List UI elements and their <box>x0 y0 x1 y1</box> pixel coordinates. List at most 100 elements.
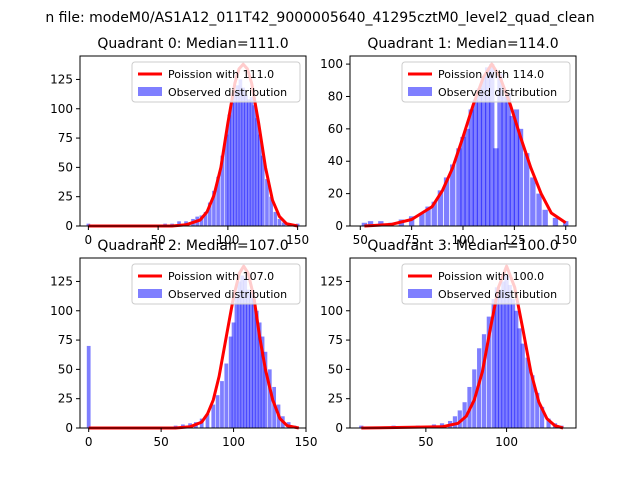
quadrant-3-legend-bar-swatch <box>408 289 432 298</box>
quadrant-3-hist-bar <box>494 287 499 428</box>
quadrant-3-hist-bar <box>510 299 516 428</box>
quadrant-2-legend: Poission with 107.0 Observed distribution <box>131 263 301 305</box>
quadrant-0-hist-bar <box>260 155 265 226</box>
quadrant-1-hist-bar <box>472 99 478 226</box>
quadrant-0-hist-bar <box>216 176 220 226</box>
quadrant-1-hist-bar <box>437 190 444 226</box>
quadrant-3-panel: Quadrant 3: Median=100.0 50 100 0 25 50 75 100 1… <box>320 238 577 449</box>
quadrant-2-legend-poisson-label: Poission with 107.0 <box>168 270 274 283</box>
quadrant-0-hist-bar <box>177 221 181 226</box>
quadrant-1-hist-bar <box>460 136 466 226</box>
quadrant-2-hist-bar <box>246 289 250 428</box>
quadrant-1-hist-bar <box>464 128 470 226</box>
quadrant-0-hist-bar <box>233 91 237 226</box>
quadrant-1-hist-bar <box>517 128 524 226</box>
quadrant-3-hist-bar <box>501 281 506 428</box>
quadrant-2-ytick-label: 100 <box>50 304 73 318</box>
quadrant-0-hist-bar <box>244 94 248 226</box>
quadrant-1-hist-bar <box>493 148 499 226</box>
quadrant-3-legend: Poission with 100.0 Observed distribution <box>401 263 571 305</box>
quadrant-0-ytick-label: 25 <box>58 190 73 204</box>
quadrant-3-xtick-label: 100 <box>495 435 518 449</box>
quadrant-0-ytick-label: 125 <box>50 72 73 86</box>
quadrant-3-hist-bar <box>486 316 491 428</box>
quadrant-0-ytick-label: 75 <box>58 131 73 145</box>
quadrant-3-hist-bar <box>491 299 496 428</box>
quadrant-3-legend-observed-label: Observed distribution <box>438 288 557 301</box>
quadrant-1-ytick-label: 0 <box>335 219 343 233</box>
quadrant-2-hist-bar <box>205 413 210 428</box>
quadrant-1-legend-observed-label: Observed distribution <box>438 86 557 99</box>
quadrant-3-hist-bar <box>507 284 512 428</box>
quadrant-1-ytick-label: 80 <box>328 89 343 103</box>
quadrant-3-ytick-label: 100 <box>320 304 343 318</box>
quadrant-2-legend-observed-label: Observed distribution <box>168 288 287 301</box>
quadrant-0-ytick-label: 50 <box>58 160 73 174</box>
quadrant-0-xtick-label: 150 <box>286 233 309 247</box>
quadrant-1-hist-bar <box>497 73 503 226</box>
quadrant-2-hist-bar <box>254 310 259 428</box>
quadrant-1-title: Quadrant 1: Median=114.0 <box>367 36 558 52</box>
quadrant-2-hist-bar <box>257 322 262 428</box>
quadrant-3-hist-bar <box>530 375 535 428</box>
quadrant-2-axes-frame <box>79 257 307 429</box>
quadrant-0-hist-bar <box>235 85 240 226</box>
quadrant-2-ytick-label: 75 <box>58 333 73 347</box>
quadrant-3-axes-frame <box>349 257 577 429</box>
quadrant-2-ytick-label: 25 <box>58 392 73 406</box>
quadrant-0-hist-bar <box>269 196 273 226</box>
quadrant-1-hist-bar <box>480 77 487 226</box>
quadrant-3-hist-bar <box>457 410 462 428</box>
quadrant-0-hist-bar <box>255 118 259 226</box>
quadrant-1-hist-bar <box>367 221 374 226</box>
quadrant-2-hist-bar <box>228 336 233 428</box>
quadrant-3-ytick-label: 125 <box>320 274 343 288</box>
quadrant-0-hist-bar <box>277 218 282 226</box>
quadrant-3-legend-poisson-label: Poission with 100.0 <box>438 270 544 283</box>
quadrant-0-axes-frame <box>79 55 307 227</box>
figure-suptitle: n file: modeM0/AS1A12_011T42_9000005640_… <box>45 10 594 26</box>
quadrant-2-hist-bar <box>249 293 253 428</box>
quadrant-2-hist-bar <box>260 336 265 428</box>
quadrant-1-xtick-label: 125 <box>503 233 526 247</box>
quadrant-1-hist-bar <box>505 93 511 226</box>
quadrant-0-hist-bar <box>238 79 243 226</box>
quadrant-1-hist-bar <box>501 96 507 226</box>
quadrant-1-legend-poisson-label: Poission with 114.0 <box>438 68 544 81</box>
quadrant-1-hist-bar <box>552 217 559 226</box>
quadrant-1-legend-bar-swatch <box>408 87 432 96</box>
quadrant-1-hist-bar <box>419 213 425 226</box>
quadrant-2-xtick-label: 50 <box>153 435 168 449</box>
quadrant-0-xtick-label: 100 <box>216 233 239 247</box>
quadrant-3-ytick-label: 50 <box>328 362 343 376</box>
quadrant-3-ytick-label: 75 <box>328 333 343 347</box>
quadrant-0-title: Quadrant 0: Median=111.0 <box>97 36 288 52</box>
quadrant-0-hist-bar <box>249 97 254 226</box>
quadrant-3-hist-bar <box>452 416 458 428</box>
quadrant-1-hist-bar <box>542 209 548 226</box>
quadrant-3-ytick-label: 25 <box>328 392 343 406</box>
quadrant-0-legend-observed-label: Observed distribution <box>168 86 287 99</box>
quadrant-2-hist-bar <box>231 322 236 428</box>
quadrant-0-hist-bar <box>212 190 216 226</box>
quadrant-0-ytick-label: 0 <box>65 219 73 233</box>
quadrant-2-xtick-label: 150 <box>295 435 318 449</box>
quadrant-2-ytick-label: 125 <box>50 274 73 288</box>
quadrant-1-xtick-label: 100 <box>452 233 475 247</box>
quadrant-2-title: Quadrant 2: Median=107.0 <box>97 238 288 254</box>
quadrant-1-xtick-label: 75 <box>404 233 419 247</box>
quadrant-1-hist-bar <box>476 88 483 226</box>
quadrant-0-hist-bar <box>252 105 257 226</box>
quadrant-0-legend: Poission with 111.0 Observed distribution <box>131 61 301 103</box>
quadrant-3-hist-bar <box>498 289 503 428</box>
quadrant-1-xtick-label: 150 <box>554 233 577 247</box>
quadrant-2-legend-bar-swatch <box>138 289 162 298</box>
quadrant-3-title: Quadrant 3: Median=100.0 <box>367 238 558 254</box>
quadrant-3-hist-bar <box>525 357 530 428</box>
quadrant-1-hist-bar <box>513 109 520 226</box>
quadrant-0-hist-bar <box>258 134 262 226</box>
quadrant-1-hist-bar <box>530 177 536 226</box>
quadrant-0-hist-bar <box>207 202 212 226</box>
quadrant-1-hist-bar <box>431 201 437 226</box>
